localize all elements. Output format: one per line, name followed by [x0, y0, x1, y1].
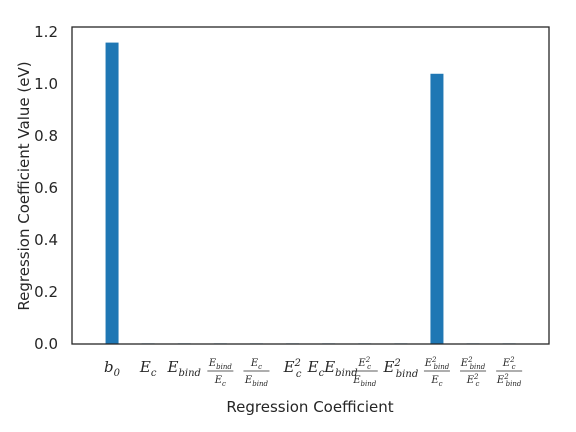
- x-tick-label: E2 c: [283, 358, 302, 380]
- y-tick-label: 1.2: [34, 23, 58, 41]
- svg-text:EcEbind: EcEbind: [307, 358, 358, 379]
- x-tick-label: Ec Ebind: [243, 358, 270, 388]
- svg-text:E2c: E2 c: [357, 356, 371, 371]
- x-tick-label: EcEbind: [307, 358, 358, 379]
- y-axis-ticks: 0.0 0.2 0.4 0.6 0.8 1.0 1.2: [34, 23, 58, 353]
- x-tick-label: Ebind: [167, 358, 201, 379]
- svg-text:Ebind: Ebind: [244, 375, 269, 388]
- y-tick-label: 0.0: [34, 335, 58, 353]
- svg-text:b0: b0: [104, 358, 121, 379]
- svg-text:Ebind: Ebind: [167, 358, 201, 379]
- bars-group: [105, 42, 516, 345]
- y-axis-title: Regression Coefficient Value (eV): [15, 61, 33, 310]
- y-tick-label: 1.0: [34, 75, 58, 93]
- x-tick-label: E2 c E2 bind: [496, 356, 523, 388]
- x-tick-label: E2 bind E2 c: [460, 356, 487, 388]
- x-axis-title: Regression Coefficient: [226, 398, 393, 416]
- y-tick-label: 0.8: [34, 127, 58, 145]
- bar: [430, 73, 444, 344]
- svg-text:E2c: E2 c: [283, 358, 302, 380]
- x-tick-label: b0: [104, 358, 121, 379]
- svg-text:Ec: Ec: [250, 358, 262, 371]
- y-tick-label: 0.4: [34, 231, 58, 249]
- svg-text:Ec: Ec: [139, 358, 157, 379]
- svg-text:Ec: Ec: [214, 375, 226, 388]
- plot-area: [72, 27, 549, 344]
- y-tick-label: 0.2: [34, 283, 58, 301]
- x-tick-label: E2 c Ebind: [351, 356, 378, 388]
- x-tick-label: E2 bind: [382, 358, 418, 380]
- plot-frame: [71, 26, 550, 345]
- svg-text:Ec: Ec: [430, 375, 442, 388]
- svg-text:Ebind: Ebind: [352, 375, 377, 388]
- y-tick-label: 0.6: [34, 179, 58, 197]
- bar: [105, 42, 119, 345]
- x-tick-label: Ebind Ec: [207, 358, 234, 388]
- x-tick-label: E2 bind Ec: [424, 356, 450, 388]
- svg-text:E2c: E2 c: [466, 373, 480, 388]
- svg-text:E2c: E2 c: [502, 356, 516, 371]
- x-tick-label: Ec: [139, 358, 157, 379]
- svg-text:Ebind: Ebind: [208, 358, 233, 371]
